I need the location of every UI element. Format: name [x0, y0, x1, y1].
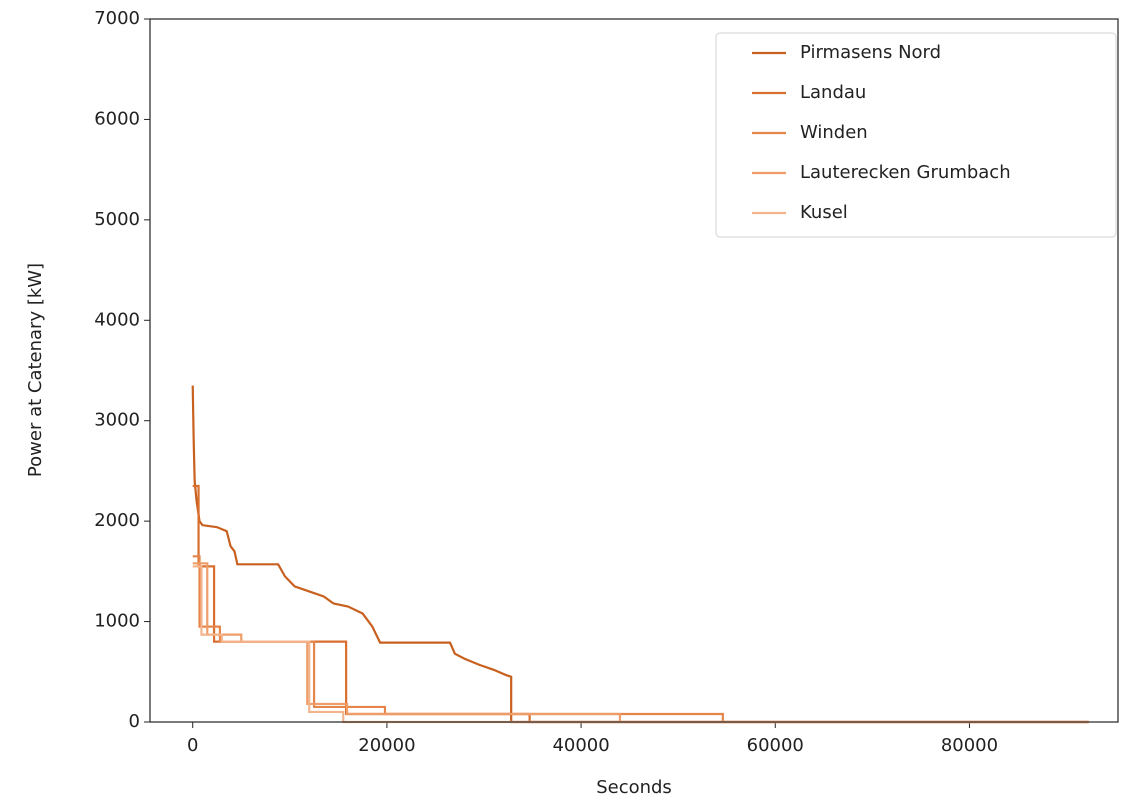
- legend-label: Landau: [800, 82, 866, 103]
- x-axis-label: Seconds: [596, 777, 672, 798]
- legend-box: [715, 32, 1117, 238]
- x-tick-label: 60000: [747, 735, 804, 756]
- y-tick-label: 1000: [94, 611, 140, 632]
- legend-label: Lauterecken Grumbach: [800, 162, 1011, 183]
- legend-label: Kusel: [800, 202, 848, 223]
- x-tick-label: 20000: [358, 735, 415, 756]
- series-line: [192, 562, 1089, 724]
- y-tick-label: 2000: [94, 510, 140, 531]
- plot-frame: [149, 18, 1119, 723]
- y-tick-label: 5000: [94, 209, 140, 230]
- x-tick-label: 80000: [941, 735, 998, 756]
- legend-label: Pirmasens Nord: [800, 42, 941, 63]
- y-tick-label: 6000: [94, 108, 140, 129]
- y-tick-label: 0: [129, 711, 140, 732]
- y-tick-label: 7000: [94, 8, 140, 29]
- x-tick-label: 40000: [552, 735, 609, 756]
- y-axis-label: Power at Catenary [kW]: [25, 263, 46, 477]
- series-line: [192, 484, 1089, 724]
- series-line: [192, 565, 1089, 724]
- series-line: [191, 385, 1089, 724]
- legend-label: Winden: [800, 122, 868, 143]
- y-tick-label: 4000: [94, 309, 140, 330]
- x-tick-label: 0: [187, 735, 198, 756]
- y-tick-label: 3000: [94, 410, 140, 431]
- series-line: [192, 555, 1089, 724]
